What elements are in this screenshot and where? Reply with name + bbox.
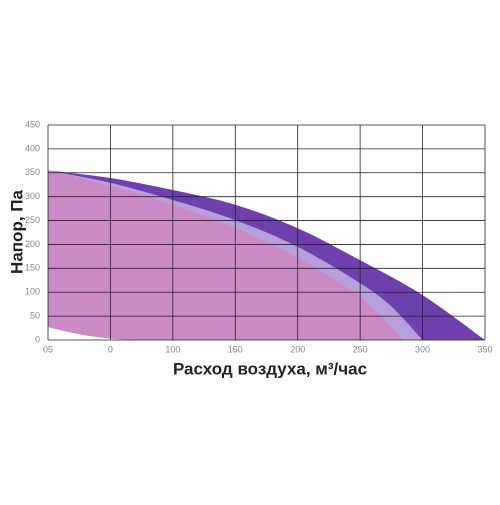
y-axis-title: Напор, Па [7,190,26,274]
x-tick-label: 250 [353,344,368,354]
x-tick-label: 150 [228,344,243,354]
y-tick-label: 0 [35,334,40,344]
x-tick-label: 300 [415,344,430,354]
x-tick-label: 350 [477,344,492,354]
y-tick-label: 50 [30,310,40,320]
x-tick-label: 200 [290,344,305,354]
x-tick-label: 0 [108,344,113,354]
y-tick-label: 400 [25,143,40,153]
y-tick-label: 450 [25,119,40,129]
y-tick-label: 150 [25,263,40,273]
area [48,170,404,340]
x-tick-label: 05 [43,344,53,354]
y-tick-label: 300 [25,191,40,201]
y-tick-label: 200 [25,239,40,249]
y-tick-label: 250 [25,215,40,225]
y-tick-label: 100 [25,287,40,297]
area [48,327,142,340]
x-axis-title: Расход воздуха, м³/час [173,359,367,378]
y-tick-label: 350 [25,167,40,177]
x-tick-label: 100 [165,344,180,354]
